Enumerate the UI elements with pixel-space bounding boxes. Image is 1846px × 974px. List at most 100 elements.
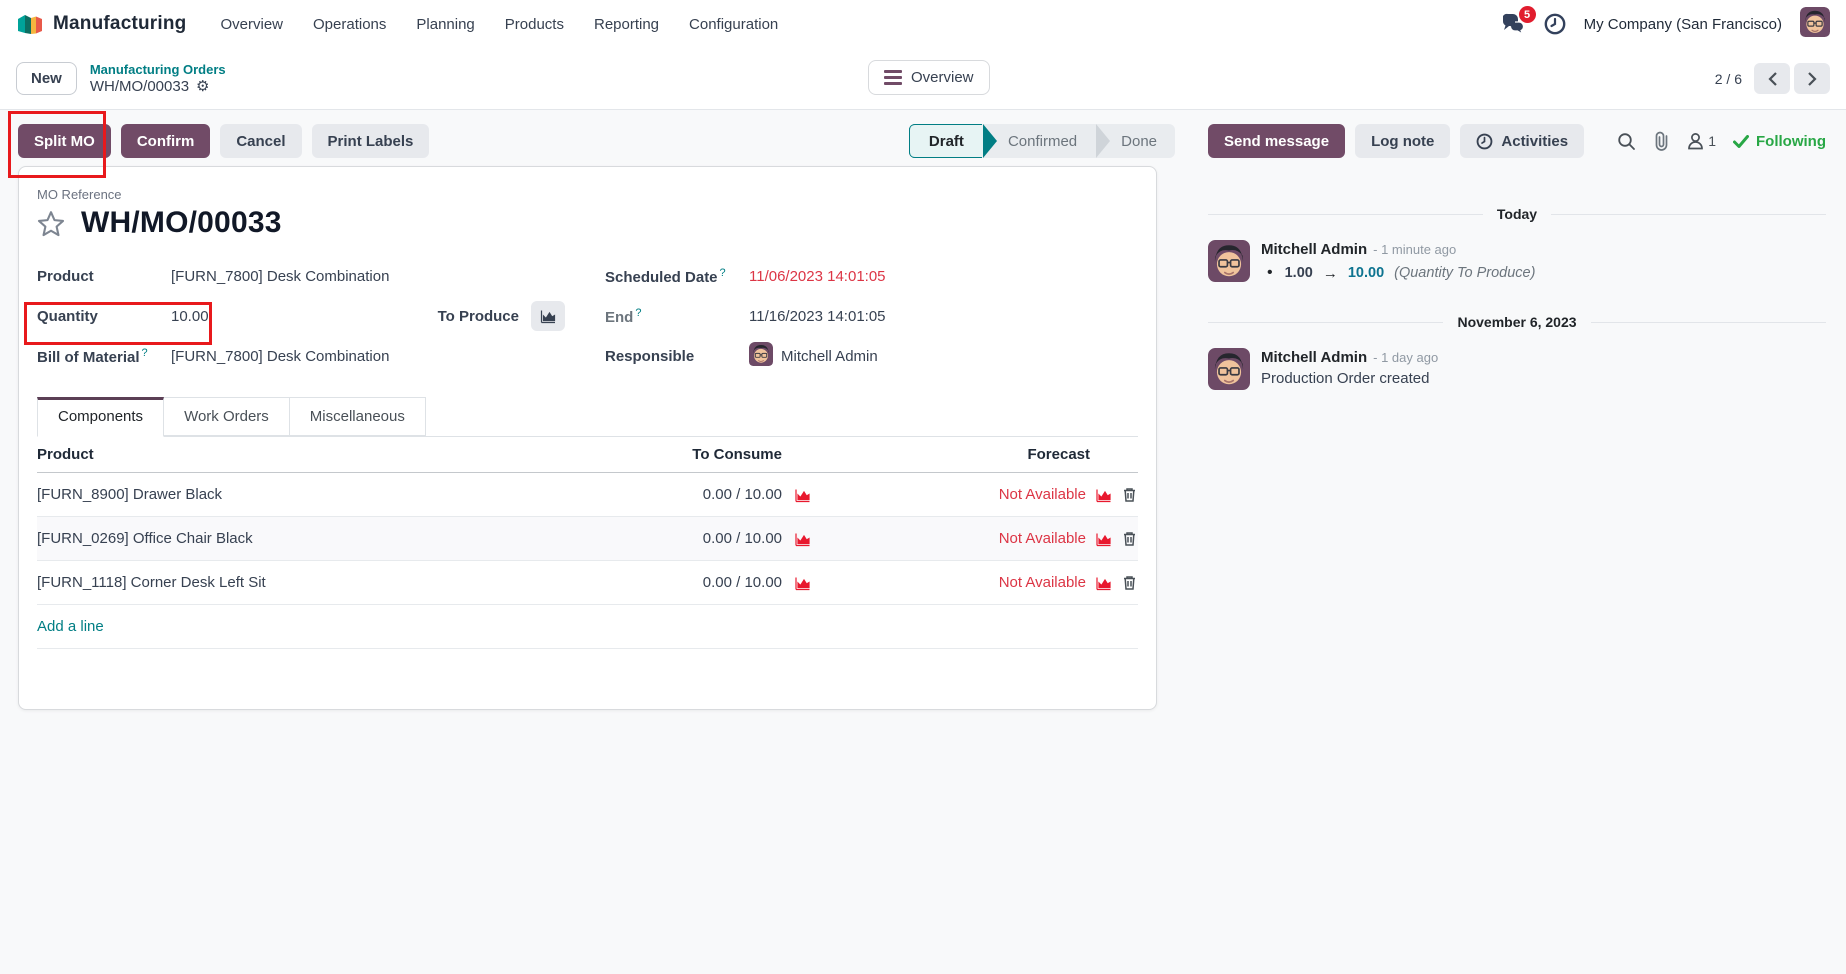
activities-label: Activities <box>1501 132 1569 150</box>
status-step-confirmed[interactable]: Confirmed <box>981 124 1111 158</box>
header-forecast[interactable]: Forecast <box>1027 446 1090 463</box>
bom-value[interactable]: [FURN_7800] Desk Combination <box>171 347 390 365</box>
main-menu: Overview Operations Planning Products Re… <box>221 16 779 33</box>
product-label: Product <box>37 267 94 285</box>
table-row[interactable]: [FURN_8900] Drawer Black 0.00 / 10.00 No… <box>37 473 1138 517</box>
activities-clock-icon[interactable] <box>1544 13 1566 35</box>
date-divider: Today <box>1208 206 1827 222</box>
print-labels-button[interactable]: Print Labels <box>311 124 430 158</box>
following-button[interactable]: Following <box>1733 133 1826 150</box>
header-to-consume[interactable]: To Consume <box>692 446 782 463</box>
chevron-right-icon <box>1807 71 1817 86</box>
scheduled-date-value[interactable]: 11/06/2023 14:01:05 <box>749 267 886 285</box>
messages-badge: 5 <box>1518 6 1536 23</box>
area-chart-icon[interactable] <box>1095 531 1112 547</box>
header-product[interactable]: Product <box>37 446 94 463</box>
field-end-date: End? 11/16/2023 14:01:05 <box>605 296 1138 336</box>
scheduled-date-label: Scheduled Date? <box>605 266 726 286</box>
trash-icon[interactable] <box>1121 530 1138 547</box>
row-product[interactable]: [FURN_1118] Corner Desk Left Sit <box>37 574 266 591</box>
tab-components[interactable]: Components <box>37 397 165 437</box>
status-step-draft[interactable]: Draft <box>908 124 997 158</box>
table-row[interactable]: [FURN_0269] Office Chair Black 0.00 / 10… <box>37 517 1138 561</box>
table-row[interactable]: [FURN_1118] Corner Desk Left Sit 0.00 / … <box>37 561 1138 605</box>
field-responsible: Responsible Mitchell Admin <box>605 336 1138 376</box>
cancel-button[interactable]: Cancel <box>220 124 302 158</box>
split-mo-button[interactable]: Split MO <box>18 124 111 158</box>
user-avatar[interactable] <box>1800 7 1830 41</box>
area-chart-icon[interactable] <box>794 487 811 503</box>
company-switcher[interactable]: My Company (San Francisco) <box>1583 15 1782 33</box>
pager-previous-button[interactable] <box>1754 63 1790 94</box>
person-icon <box>1688 133 1704 150</box>
form-column: Split MO Confirm Cancel Print Labels Dra… <box>0 124 1175 974</box>
add-a-line-link[interactable]: Add a line <box>37 618 104 635</box>
responsible-label: Responsible <box>605 347 695 365</box>
manufacturing-logo-icon <box>18 15 42 34</box>
area-chart-icon[interactable] <box>794 575 811 591</box>
favorite-star-icon[interactable] <box>37 210 65 237</box>
area-chart-icon[interactable] <box>1095 575 1112 591</box>
app-brand[interactable]: Manufacturing <box>16 11 187 37</box>
product-value[interactable]: [FURN_7800] Desk Combination <box>171 267 390 285</box>
row-forecast: Not Available <box>998 486 1086 503</box>
activities-button[interactable]: Activities <box>1460 124 1585 158</box>
field-product: Product [FURN_7800] Desk Combination <box>37 256 605 296</box>
followers-button[interactable]: 1 <box>1687 132 1716 150</box>
row-product[interactable]: [FURN_0269] Office Chair Black <box>37 530 253 547</box>
arrow-right-icon: → <box>1322 264 1338 282</box>
row-product[interactable]: [FURN_8900] Drawer Black <box>37 486 223 503</box>
area-chart-icon <box>540 309 556 324</box>
field-col-right: Scheduled Date? 11/06/2023 14:01:05 End?… <box>605 256 1138 376</box>
help-marker: ? <box>635 306 642 319</box>
row-to-consume[interactable]: 0.00 / 10.00 <box>702 486 782 503</box>
menu-operations[interactable]: Operations <box>313 15 387 33</box>
quantity-value[interactable]: 10.00 <box>171 307 209 325</box>
send-message-button[interactable]: Send message <box>1208 124 1346 158</box>
add-line-row: Add a line <box>37 605 1138 649</box>
to-produce-forecast-button[interactable] <box>531 301 565 331</box>
menu-configuration[interactable]: Configuration <box>689 15 779 33</box>
message-avatar[interactable] <box>1208 348 1250 394</box>
field-grid: Product [FURN_7800] Desk Combination Qua… <box>37 256 1138 376</box>
menu-overview[interactable]: Overview <box>220 15 284 33</box>
date-divider: November 6, 2023 <box>1208 314 1827 330</box>
menu-reporting[interactable]: Reporting <box>593 15 660 33</box>
end-date-value[interactable]: 11/16/2023 14:01:05 <box>749 307 886 325</box>
overview-view-button[interactable]: Overview <box>868 60 990 95</box>
row-to-consume[interactable]: 0.00 / 10.00 <box>702 530 782 547</box>
new-button[interactable]: New <box>16 62 77 95</box>
mo-reference-label: MO Reference <box>37 187 122 202</box>
message-author[interactable]: Mitchell Admin <box>1261 241 1368 258</box>
paperclip-icon[interactable] <box>1653 131 1670 151</box>
menu-products[interactable]: Products <box>504 15 564 33</box>
page-title[interactable]: WH/MO/00033 <box>81 206 282 239</box>
message-author[interactable]: Mitchell Admin <box>1261 349 1368 366</box>
search-icon[interactable] <box>1617 132 1636 151</box>
area-chart-icon[interactable] <box>1095 487 1112 503</box>
tracking-new-value: 10.00 <box>1347 265 1385 281</box>
tab-miscellaneous[interactable]: Miscellaneous <box>289 397 426 436</box>
pager-next-button[interactable] <box>1794 63 1830 94</box>
menu-planning[interactable]: Planning <box>416 15 475 33</box>
tracking-old-value: 1.00 <box>1284 265 1313 281</box>
gear-icon[interactable]: ⚙ <box>196 78 210 95</box>
trash-icon[interactable] <box>1121 486 1138 503</box>
tab-work-orders[interactable]: Work Orders <box>164 397 290 436</box>
log-note-button[interactable]: Log note <box>1355 124 1451 158</box>
chatter-header: Send message Log note Activities <box>1208 124 1826 158</box>
form-action-row: Split MO Confirm Cancel Print Labels Dra… <box>18 124 1175 158</box>
message-avatar[interactable] <box>1208 240 1250 286</box>
confirm-button[interactable]: Confirm <box>120 124 211 158</box>
area-chart-icon[interactable] <box>794 531 811 547</box>
responsible-value[interactable]: Mitchell Admin <box>781 347 878 365</box>
control-panel: New Manufacturing Orders WH/MO/00033 ⚙ O… <box>0 48 1846 110</box>
divider-date: Today <box>1496 206 1538 222</box>
overview-view-label: Overview <box>911 69 974 86</box>
trash-icon[interactable] <box>1121 574 1138 591</box>
row-to-consume[interactable]: 0.00 / 10.00 <box>702 574 782 591</box>
breadcrumb-parent-link[interactable]: Manufacturing Orders <box>89 62 226 77</box>
quantity-label: Quantity <box>37 307 98 325</box>
message-body: Production Order created <box>1261 370 1430 387</box>
messages-button[interactable]: 5 <box>1501 6 1536 35</box>
